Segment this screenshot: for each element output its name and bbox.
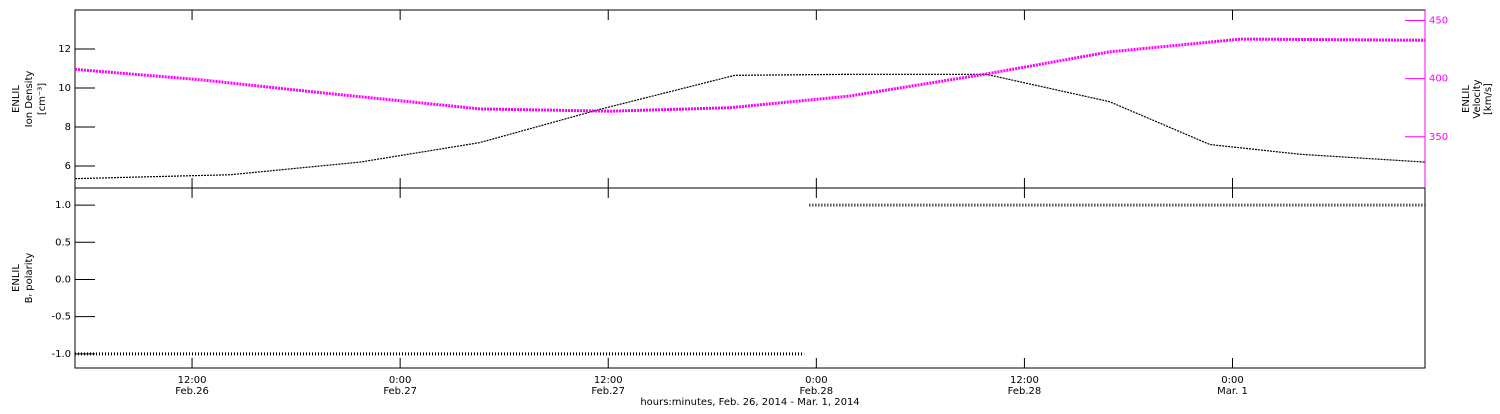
x-axis-title: hours:minutes, Feb. 26, 2014 - Mar. 1, 2… <box>640 397 859 408</box>
x-tick-date: Feb.28 <box>1008 386 1042 397</box>
y-axis-title: [cm⁻³] <box>37 83 48 115</box>
y-tick-label: -0.5 <box>51 312 71 323</box>
y2-axis-title: [km/s] <box>1483 83 1494 115</box>
y-tick-label: 6 <box>65 161 71 172</box>
y-axis-title: Bᵣ polarity <box>24 253 35 304</box>
x-tick-label: 0:00 <box>1221 375 1243 386</box>
x-tick-label: 12:00 <box>178 375 207 386</box>
y-tick-label: 0.0 <box>55 274 71 285</box>
y2-tick-label: 450 <box>1429 15 1448 26</box>
x-tick-date: Feb.28 <box>800 386 834 397</box>
x-tick-label: 12:00 <box>1010 375 1039 386</box>
x-tick-label: 0:00 <box>805 375 827 386</box>
series-line <box>74 73 1426 180</box>
y-tick-label: 0.5 <box>55 237 71 248</box>
x-tick-label: 12:00 <box>594 375 623 386</box>
x-tick-date: Feb.27 <box>383 386 417 397</box>
plot-frame <box>74 9 1426 369</box>
y-tick-label: -1.0 <box>51 349 71 360</box>
x-tick-date: Feb.27 <box>591 386 625 397</box>
y2-tick-label: 350 <box>1429 132 1448 143</box>
y-axis-title: ENLIL <box>11 85 22 113</box>
x-tick-date: Feb.26 <box>175 386 209 397</box>
y-axis-title: ENLIL <box>11 264 22 292</box>
y2-axis-title: ENLIL <box>1461 85 1472 113</box>
y-tick-label: 1.0 <box>55 200 71 211</box>
x-tick-date: Mar. 1 <box>1217 386 1248 397</box>
y2-axis-title: Velocity <box>1472 79 1483 118</box>
x-tick-label: 0:00 <box>389 375 411 386</box>
y-axis-title: Ion Density <box>24 71 35 128</box>
series-line <box>74 37 1426 113</box>
y-tick-label: 10 <box>58 83 71 94</box>
y2-tick-label: 400 <box>1429 74 1448 85</box>
y-tick-label: 8 <box>65 122 71 133</box>
series-line <box>75 203 1425 356</box>
y-tick-label: 12 <box>58 44 71 55</box>
